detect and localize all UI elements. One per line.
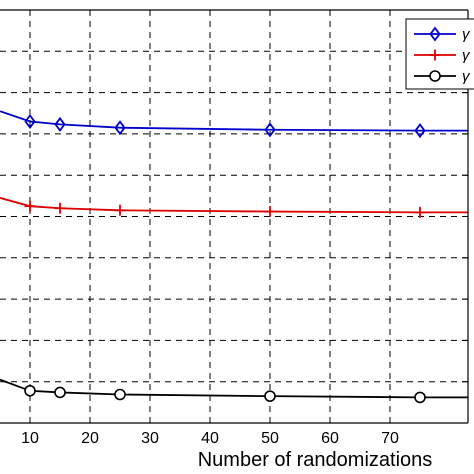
data-point <box>264 206 276 218</box>
data-point <box>24 114 36 130</box>
legend-label: γ <box>462 68 471 85</box>
x-axis-label: Number of randomizations <box>198 449 433 471</box>
grid-lines <box>0 10 468 423</box>
x-tick-label: 10 <box>21 430 39 447</box>
series <box>0 378 468 404</box>
series <box>0 197 468 218</box>
legend-label: γ <box>462 47 471 64</box>
series-layer <box>0 110 468 404</box>
series <box>0 110 468 139</box>
data-point <box>114 204 126 216</box>
legend-label: γ <box>462 26 471 43</box>
data-point <box>414 123 426 139</box>
data-point <box>264 390 276 402</box>
x-tick-label: 70 <box>381 430 399 447</box>
data-point <box>54 116 66 132</box>
data-point <box>114 388 126 401</box>
data-point <box>414 391 426 404</box>
x-tick-label: 60 <box>321 430 339 447</box>
series-line <box>0 110 468 132</box>
legend: γγγ <box>405 18 474 90</box>
data-point <box>429 49 441 61</box>
data-point <box>24 200 36 212</box>
x-tick-label: 50 <box>261 430 279 447</box>
data-point <box>429 70 441 82</box>
x-tick-label: 20 <box>81 430 99 447</box>
data-point <box>414 206 426 218</box>
data-point <box>114 120 126 136</box>
data-point <box>54 202 66 214</box>
data-point <box>54 386 66 399</box>
data-point <box>24 384 36 397</box>
x-tick-label: 40 <box>201 430 219 447</box>
x-tick-label: 30 <box>141 430 159 447</box>
data-point <box>264 122 276 138</box>
data-point <box>429 26 441 42</box>
